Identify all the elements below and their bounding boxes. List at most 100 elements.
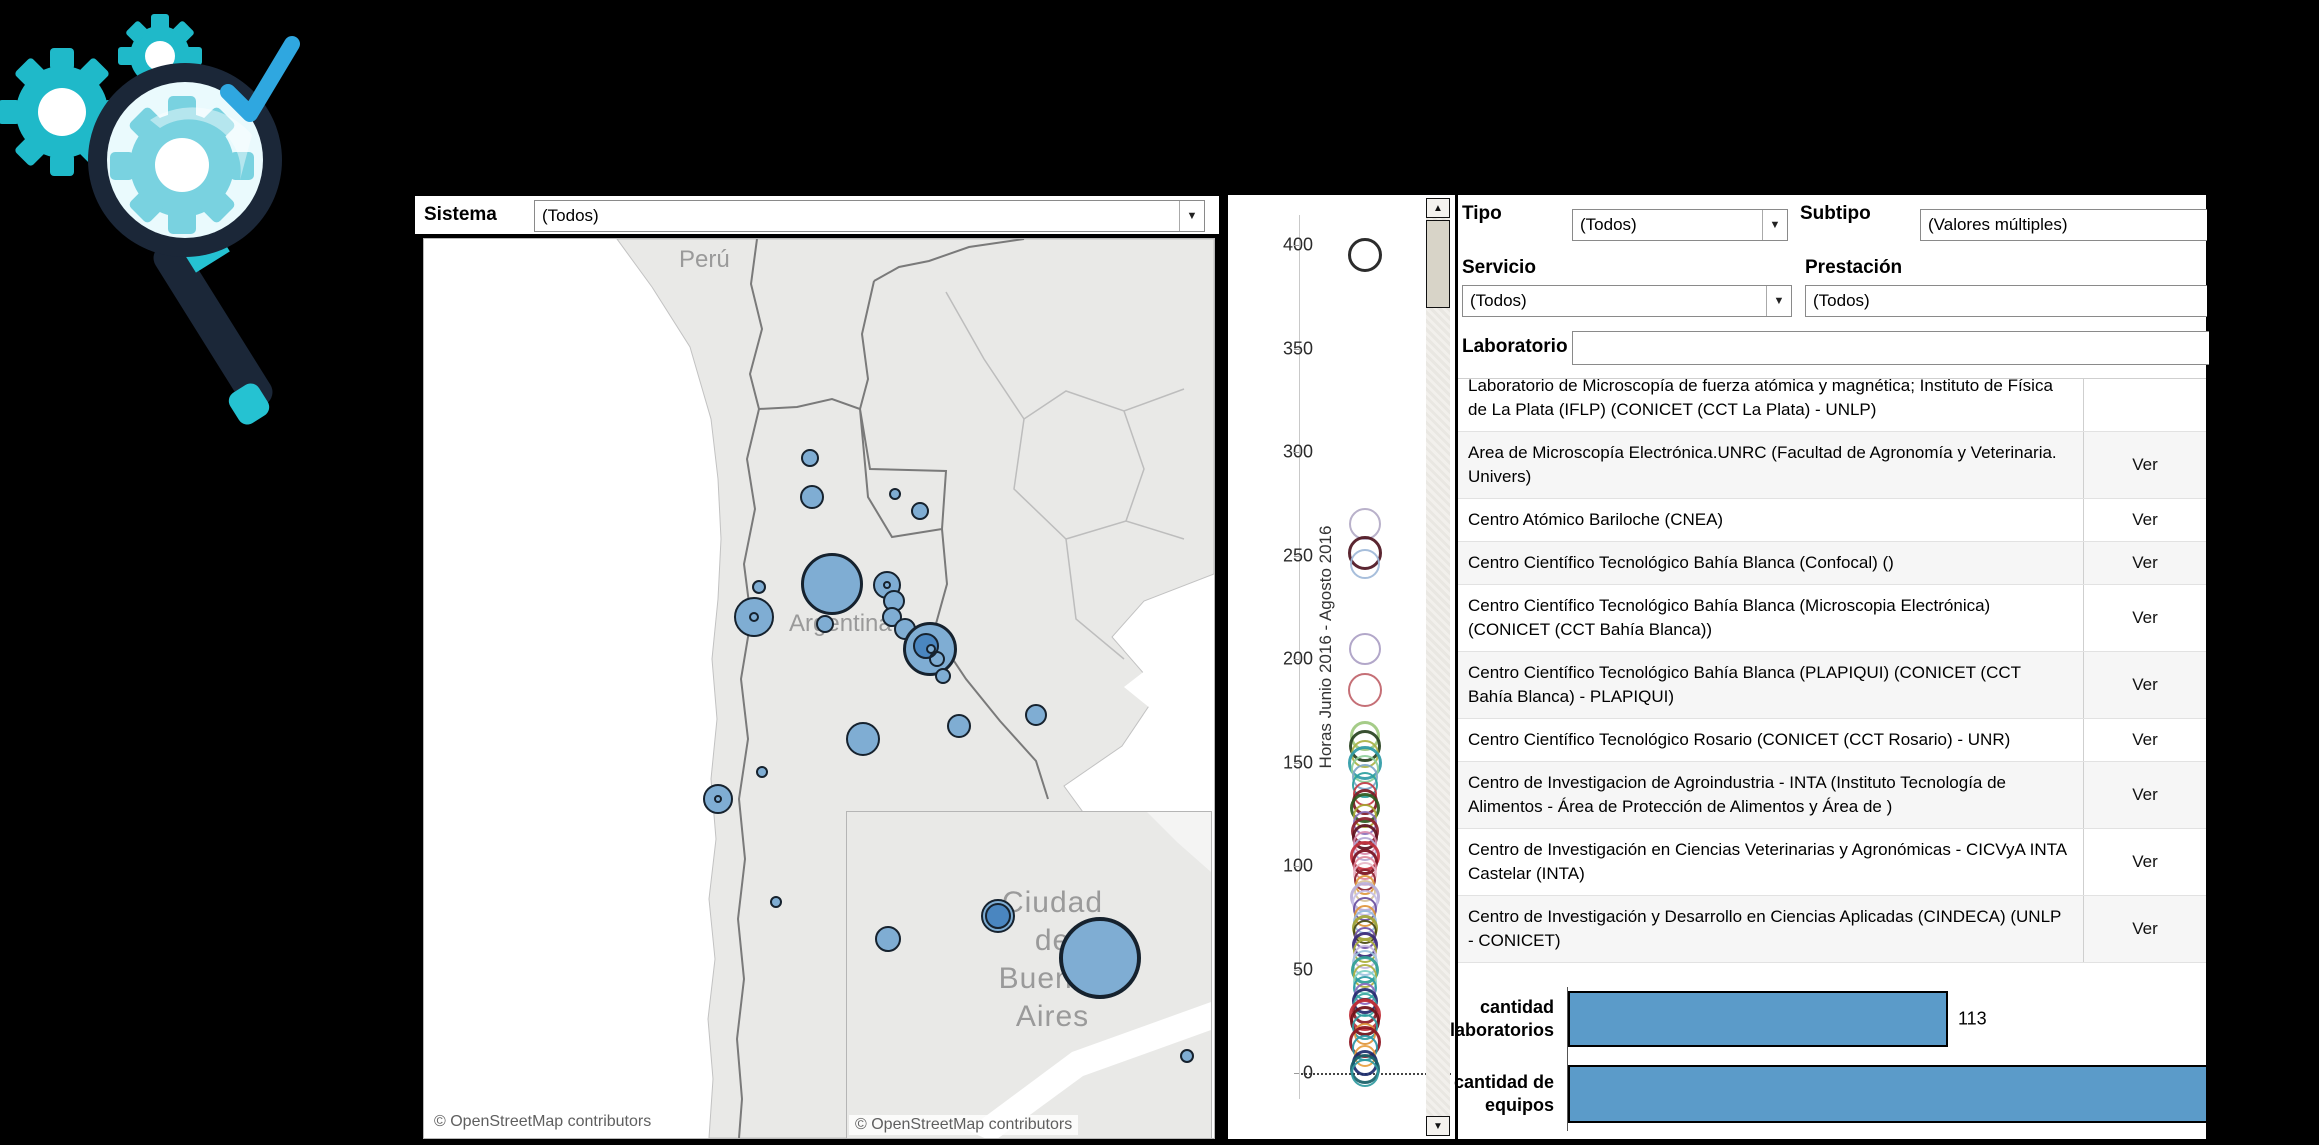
osm-attribution: © OpenStreetMap contributors	[428, 1112, 657, 1132]
hours-ring[interactable]	[1349, 633, 1381, 665]
laboratory-name: Centro Científico Tecnológico Bahía Blan…	[1458, 652, 2083, 718]
chevron-down-icon[interactable]: ▼	[1179, 201, 1204, 231]
subtipo-dropdown[interactable]: (Valores múltiples)	[1920, 209, 2207, 241]
ver-link	[2083, 378, 2206, 431]
inset-osm-attribution: © OpenStreetMap contributors	[849, 1115, 1078, 1135]
sistema-filter-row: Sistema (Todos) ▼	[415, 196, 1219, 234]
ver-link[interactable]: Ver	[2083, 652, 2206, 718]
laboratory-name: Centro de Investigacion de Agroindustria…	[1458, 762, 2083, 828]
sistema-dropdown[interactable]: (Todos) ▼	[534, 200, 1205, 232]
y-tick-mark	[1294, 970, 1299, 971]
hours-ring[interactable]	[1348, 673, 1382, 707]
y-axis-title: Horas Junio 2016 - Agosto 2016	[1316, 487, 1336, 807]
counts-bar-chart: cantidad laboratorios113cantidad de equi…	[1458, 985, 2206, 1139]
ver-link[interactable]: Ver	[2083, 719, 2206, 761]
tipo-dropdown[interactable]: (Todos) ▼	[1572, 209, 1788, 241]
sistema-dropdown-value: (Todos)	[535, 206, 1179, 226]
hours-ring[interactable]	[1350, 549, 1380, 579]
table-row: Laboratorio de Microscopía de fuerza ató…	[1458, 378, 2206, 432]
laboratory-name: Centro Científico Tecnológico Bahía Blan…	[1458, 542, 2083, 584]
map-bubble[interactable]	[1059, 917, 1141, 999]
gears-magnifier-logo	[0, 0, 330, 455]
servicio-dropdown-value: (Todos)	[1463, 291, 1766, 311]
bar-value-label: 113	[1958, 1009, 1987, 1030]
laboratorio-search-input[interactable]	[1572, 331, 2209, 365]
dashboard-root: Sistema (Todos) ▼	[0, 0, 2319, 1145]
ver-link[interactable]: Ver	[2083, 432, 2206, 498]
inset-bubble-layer	[847, 812, 1211, 1139]
map-bubble-inner-ring	[985, 903, 1011, 929]
table-row: Centro Científico Tecnológico Rosario (C…	[1458, 719, 2206, 762]
table-row: Centro de Investigacion de Agroindustria…	[1458, 762, 2206, 829]
map-bubble[interactable]	[770, 896, 782, 908]
bar[interactable]	[1568, 991, 1948, 1047]
y-tick-mark	[1294, 452, 1299, 453]
laboratorio-label: Laboratorio	[1462, 336, 1568, 358]
map-bubble-inner-ring	[929, 651, 945, 667]
laboratory-name: Area de Microscopía Electrónica.UNRC (Fa…	[1458, 432, 2083, 498]
map-bubble[interactable]	[800, 485, 824, 509]
map-bubble[interactable]	[1180, 1049, 1194, 1063]
map-bubble[interactable]	[846, 722, 880, 756]
hours-ring[interactable]	[1348, 238, 1382, 272]
ver-link[interactable]: Ver	[2083, 896, 2206, 962]
scrollbar-track[interactable]	[1426, 218, 1450, 1116]
map-bubble[interactable]	[756, 766, 768, 778]
map-bubble[interactable]	[801, 553, 863, 615]
y-tick-mark	[1294, 349, 1299, 350]
ver-link[interactable]: Ver	[2083, 542, 2206, 584]
prestacion-dropdown[interactable]: (Todos)	[1805, 285, 2207, 317]
map-bubble-inner-dot	[749, 612, 759, 622]
map-bubble[interactable]	[889, 488, 901, 500]
y-tick-mark	[1294, 763, 1299, 764]
scrollbar-down-button[interactable]: ▼	[1426, 1116, 1450, 1136]
subtipo-label: Subtipo	[1800, 203, 1871, 225]
laboratory-name: Centro de Investigación en Ciencias Vete…	[1458, 829, 2083, 895]
map-bubble[interactable]	[875, 926, 901, 952]
subtipo-dropdown-value: (Valores múltiples)	[1921, 215, 2207, 235]
bar[interactable]	[1568, 1065, 2208, 1123]
table-row: Centro Científico Tecnológico Bahía Blan…	[1458, 542, 2206, 585]
tipo-label: Tipo	[1462, 203, 1502, 225]
buenos-aires-inset-map[interactable]: CiudaddeBuenosAires © OpenStreetMap cont…	[846, 811, 1212, 1139]
laboratory-name: Centro Científico Tecnológico Bahía Blan…	[1458, 585, 2083, 651]
y-tick-mark	[1294, 659, 1299, 660]
laboratory-name: Centro de Investigación y Desarrollo en …	[1458, 896, 2083, 962]
table-row: Centro de Investigación y Desarrollo en …	[1458, 896, 2206, 963]
ver-link[interactable]: Ver	[2083, 762, 2206, 828]
ver-link[interactable]: Ver	[2083, 499, 2206, 541]
map-bubble[interactable]	[752, 580, 766, 594]
laboratory-name: Centro Atómico Bariloche (CNEA)	[1458, 499, 2083, 541]
ver-link[interactable]: Ver	[2083, 585, 2206, 651]
table-row: Centro de Investigación en Ciencias Vete…	[1458, 829, 2206, 896]
scrollbar-up-button[interactable]: ▲	[1426, 198, 1450, 218]
map-bubble[interactable]	[911, 502, 929, 520]
argentina-map[interactable]: Perú Argentina CiudaddeBuenosAires © Ope…	[423, 238, 1215, 1139]
servicio-dropdown[interactable]: (Todos) ▼	[1462, 285, 1792, 317]
prestacion-label: Prestación	[1805, 257, 1902, 279]
y-tick-mark	[1294, 866, 1299, 867]
bar-category-label: cantidad de equipos	[1294, 1071, 1554, 1117]
ver-link[interactable]: Ver	[2083, 829, 2206, 895]
bar-category-label: cantidad laboratorios	[1294, 996, 1554, 1042]
y-tick-mark	[1294, 556, 1299, 557]
table-row: Area de Microscopía Electrónica.UNRC (Fa…	[1458, 432, 2206, 499]
map-bubble[interactable]	[1025, 704, 1047, 726]
chevron-down-icon[interactable]: ▼	[1762, 210, 1787, 240]
chevron-down-icon[interactable]: ▼	[1766, 286, 1791, 316]
laboratories-table: Laboratorio de Microscopía de fuerza ató…	[1458, 378, 2206, 979]
laboratory-name: Centro Científico Tecnológico Rosario (C…	[1458, 719, 2083, 761]
laboratory-name: Laboratorio de Microscopía de fuerza ató…	[1458, 378, 2083, 431]
map-bubble[interactable]	[947, 714, 971, 738]
map-bubble[interactable]	[801, 449, 819, 467]
scrollbar-thumb[interactable]	[1426, 220, 1450, 308]
servicio-label: Servicio	[1462, 257, 1536, 279]
map-bubble[interactable]	[935, 668, 951, 684]
map-bubble[interactable]	[816, 615, 834, 633]
tipo-dropdown-value: (Todos)	[1573, 215, 1762, 235]
map-bubble-inner-dot	[883, 581, 891, 589]
prestacion-dropdown-value: (Todos)	[1806, 291, 2207, 311]
map-bubble-inner-dot	[714, 795, 722, 803]
table-row: Centro Científico Tecnológico Bahía Blan…	[1458, 585, 2206, 652]
table-row: Centro Atómico Bariloche (CNEA)Ver	[1458, 499, 2206, 542]
